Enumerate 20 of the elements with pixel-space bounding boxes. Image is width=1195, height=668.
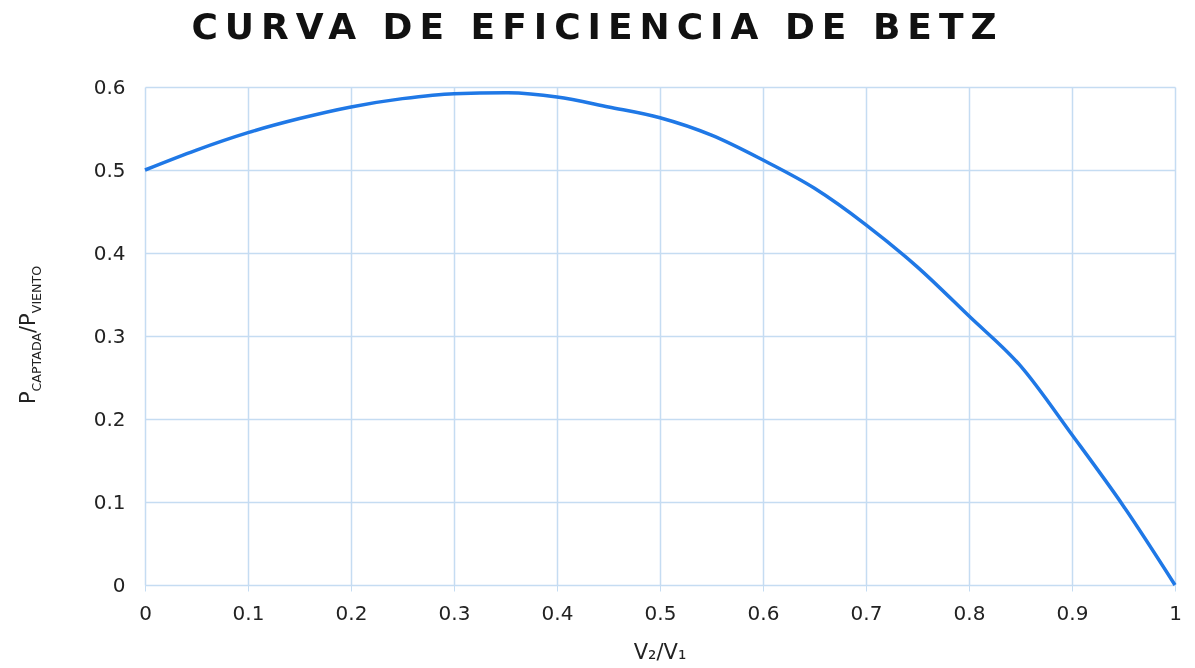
x-tick-label: 0.7 <box>850 600 883 625</box>
x-tick-label: 0.5 <box>644 600 677 625</box>
y-tick-label: 0.1 <box>93 489 126 514</box>
y-tick-label: 0.6 <box>93 74 126 99</box>
x-tick-label: 0.6 <box>747 600 780 625</box>
x-tick-label: 0.8 <box>953 600 986 625</box>
y-tick-label: 0 <box>112 572 126 597</box>
x-tick-label: 0.9 <box>1056 600 1089 625</box>
x-tick-label: 0.2 <box>335 600 368 625</box>
chart-title: CURVA DE EFICIENCIA DE BETZ <box>190 6 1005 47</box>
x-tick-label: 0.3 <box>438 600 471 625</box>
y-tick-label: 0.3 <box>93 323 126 348</box>
x-tick-label: 0.1 <box>232 600 265 625</box>
x-tick-label: 1 <box>1169 600 1182 625</box>
y-tick-label: 0.2 <box>93 406 126 431</box>
y-tick-label: 0.5 <box>93 157 126 182</box>
y-tick-label: 0.4 <box>93 240 126 265</box>
x-axis-title: V₂/V₁ <box>632 640 688 664</box>
x-tick-label: 0 <box>139 600 152 625</box>
x-tick-label: 0.4 <box>541 600 574 625</box>
